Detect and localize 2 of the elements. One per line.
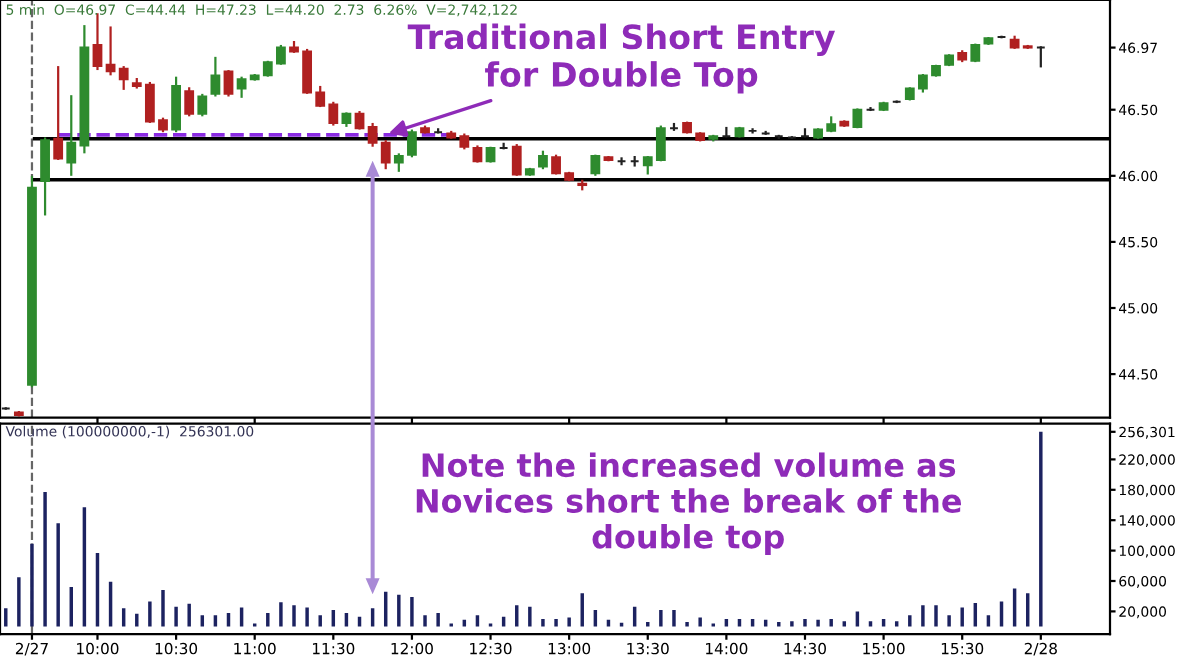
annotation: Note the increased volume as Novices short the break of the double top xyxy=(416,452,961,555)
annotation: Traditional Short Entry for Double Top xyxy=(407,23,836,94)
